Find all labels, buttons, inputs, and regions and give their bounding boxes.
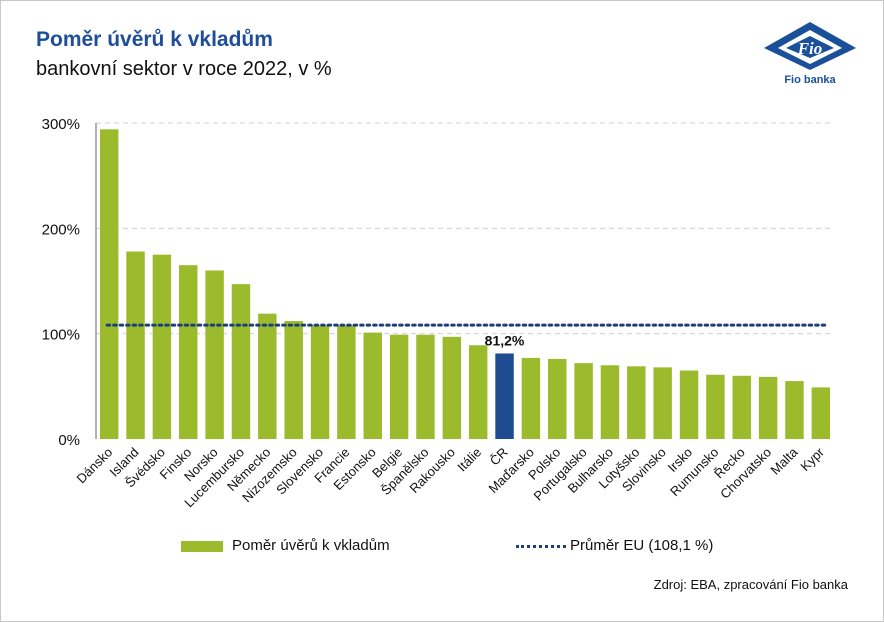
legend-average-swatch <box>516 545 566 548</box>
bar-10 <box>363 332 382 439</box>
bar-26 <box>785 381 804 439</box>
data-labels: 81,2% <box>485 332 525 348</box>
source-note: Zdroj: EBA, zpracování Fio banka <box>653 577 848 592</box>
y-tick-label: 100% <box>42 327 80 344</box>
chart-subtitle: bankovní sektor v roce 2022, v % <box>36 58 332 80</box>
bar-1 <box>126 251 145 439</box>
bar-16 <box>521 357 541 439</box>
legend-average-label: Průměr EU (108,1 %) <box>570 537 714 554</box>
y-axis-ticks: 0% 100% 200% 300% <box>42 116 80 449</box>
y-tick-label: 200% <box>42 221 80 238</box>
bar-8 <box>310 325 330 439</box>
fio-banka-logo: Fio Fio banka <box>760 18 860 90</box>
bar-6 <box>258 313 277 439</box>
bar-4 <box>205 270 224 439</box>
bar-7 <box>284 321 303 439</box>
grid-layer <box>96 122 834 335</box>
bar-9 <box>337 325 356 439</box>
legend-bar-swatch <box>181 541 223 552</box>
bar-24 <box>732 375 751 439</box>
bar-21 <box>653 367 672 439</box>
x-tick-label: Kypr <box>797 444 827 474</box>
legend-bar-label: Poměr úvěrů k vkladům <box>232 537 390 554</box>
bar-11 <box>389 334 409 439</box>
fio-logo-mark: Fio <box>797 39 823 58</box>
x-tick-label: Itálie <box>454 445 484 475</box>
bar-23 <box>706 374 725 439</box>
bar-25 <box>758 376 778 439</box>
bar-19 <box>600 365 620 439</box>
bar-22 <box>679 370 699 439</box>
x-tick-label: Malta <box>767 444 801 478</box>
y-tick-label: 0% <box>58 432 80 449</box>
bar-15 <box>495 353 514 439</box>
bar-20 <box>627 366 646 439</box>
data-label-cr: 81,2% <box>485 332 525 348</box>
bar-5 <box>231 284 251 439</box>
x-axis-ticks: DánskoIslandŠvédskoFinskoNorskoLucemburs… <box>74 444 828 510</box>
bar-14 <box>468 345 488 439</box>
bar-2 <box>152 254 172 439</box>
bar-27 <box>811 387 831 439</box>
y-tick-label: 300% <box>42 116 80 133</box>
bar-0 <box>99 129 119 439</box>
fio-banka-logo-text: Fio banka <box>784 74 836 86</box>
fio-banka-logo-icon: Fio <box>764 22 856 70</box>
bars <box>99 129 831 439</box>
bar-17 <box>548 358 567 439</box>
bar-18 <box>574 363 593 439</box>
bar-12 <box>416 334 435 439</box>
bar-3 <box>179 265 198 439</box>
bar-13 <box>442 336 462 439</box>
chart-title: Poměr úvěrů k vkladům <box>36 28 273 51</box>
